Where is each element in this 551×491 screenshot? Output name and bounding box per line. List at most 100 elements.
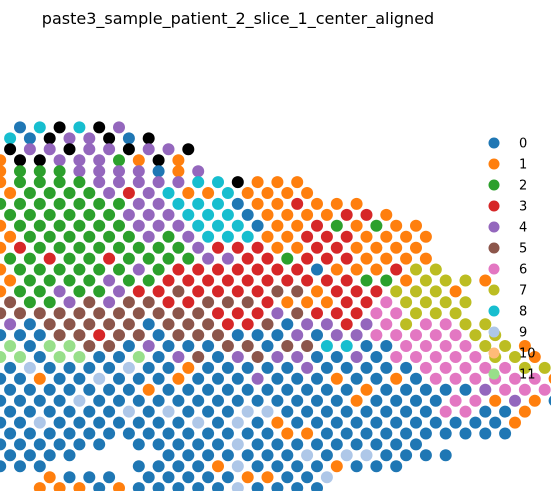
spot-cluster-2: [4, 252, 17, 265]
spot-cluster-2: [93, 285, 106, 298]
spot-cluster-1: [261, 230, 274, 243]
spot-cluster-0: [93, 351, 106, 363]
spot-cluster-1: [380, 230, 393, 243]
spot-cluster-4: [142, 208, 155, 221]
spot-cluster-0: [182, 471, 195, 484]
spot-cluster-0: [410, 372, 422, 385]
spot-cluster-4: [251, 372, 264, 385]
spot-cluster-7: [439, 296, 452, 309]
spot-cluster-0: [459, 383, 472, 396]
spot-cluster-2: [63, 230, 76, 243]
spot-cluster-8: [162, 187, 175, 199]
spot-cluster-0: [182, 405, 195, 418]
legend-label-10: 10: [519, 347, 536, 362]
spot-cluster-3: [320, 274, 333, 287]
spot-cluster-3: [330, 285, 343, 298]
spot-cluster-3: [320, 252, 333, 265]
spot-cluster-4: [142, 143, 155, 156]
spot-cluster-4: [4, 318, 17, 331]
spot-cluster-2: [53, 197, 66, 210]
spot-cluster-6: [469, 394, 482, 407]
spot-cluster-0: [0, 438, 7, 451]
spot-cluster-4: [202, 252, 215, 265]
spot-cluster-8: [73, 121, 86, 134]
spot-cluster-0: [152, 394, 165, 407]
spot-cluster-undefined: [231, 176, 244, 189]
spot-cluster-0: [152, 438, 165, 451]
spot-cluster-2: [152, 263, 165, 276]
spot-cluster-0: [142, 405, 155, 418]
spot-cluster-1: [53, 482, 66, 491]
spot-cluster-7: [410, 307, 422, 320]
spot-cluster-3: [122, 187, 135, 199]
spot-cluster-4: [152, 219, 165, 232]
spot-cluster-0: [142, 318, 155, 331]
spot-cluster-0: [122, 340, 135, 352]
spot-cluster-0: [400, 449, 413, 462]
spot-cluster-3: [172, 263, 185, 276]
spot-cluster-11: [73, 351, 86, 363]
spot-cluster-3: [261, 296, 274, 309]
spot-cluster-8: [202, 230, 215, 243]
spot-cluster-2: [93, 219, 106, 232]
spot-cluster-11: [63, 340, 76, 352]
spot-cluster-0: [23, 449, 36, 462]
spot-cluster-0: [311, 438, 323, 451]
spot-cluster-2: [14, 197, 26, 210]
spot-cluster-2: [83, 230, 96, 243]
spot-cluster-2: [33, 219, 46, 232]
spot-cluster-5: [241, 340, 254, 352]
spot-cluster-1: [113, 482, 125, 491]
spot-cluster-7: [479, 318, 492, 331]
spot-cluster-0: [93, 416, 106, 429]
spot-cluster-0: [182, 427, 195, 440]
spot-cluster-2: [14, 219, 26, 232]
spot-cluster-0: [291, 416, 304, 429]
spot-cluster-0: [320, 405, 333, 418]
spot-cluster-5: [172, 285, 185, 298]
spot-cluster-0: [261, 340, 274, 352]
spot-cluster-8: [212, 176, 224, 189]
spot-cluster-9: [73, 394, 86, 407]
spot-cluster-0: [83, 471, 96, 484]
spot-cluster-5: [172, 329, 185, 342]
spot-cluster-0: [241, 361, 254, 374]
spot-cluster-1: [390, 219, 403, 232]
spot-cluster-0: [251, 329, 264, 342]
spot-cluster-6: [429, 329, 442, 342]
spot-cluster-0: [548, 395, 551, 406]
spot-cluster-0: [142, 471, 155, 484]
spot-cluster-0: [103, 383, 116, 396]
spot-cluster-5: [63, 318, 76, 331]
spot-cluster-2: [53, 219, 66, 232]
spot-cluster-0: [350, 372, 363, 385]
spot-cluster-4: [360, 318, 373, 331]
spot-cluster-0: [172, 460, 185, 473]
spot-cluster-2: [113, 241, 125, 254]
spot-cluster-7: [538, 361, 551, 374]
spot-cluster-0: [0, 372, 7, 385]
spot-cluster-0: [192, 394, 205, 407]
spot-cluster-3: [340, 252, 353, 265]
legend-label-8: 8: [519, 305, 527, 320]
spot-cluster-6: [410, 351, 422, 363]
spot-cluster-6: [390, 307, 403, 320]
spot-cluster-0: [53, 372, 66, 385]
spot-cluster-0: [251, 438, 264, 451]
spot-cluster-5: [132, 329, 145, 342]
legend-marker-0: [488, 137, 500, 149]
spot-cluster-0: [311, 372, 323, 385]
spot-cluster-2: [63, 274, 76, 287]
spot-cluster-6: [419, 361, 432, 374]
spot-cluster-2: [33, 263, 46, 276]
spot-cluster-3: [212, 307, 224, 320]
spot-cluster-0: [479, 427, 492, 440]
spot-cluster-9: [122, 405, 135, 418]
spot-cluster-4: [53, 285, 66, 298]
spot-cluster-0: [162, 427, 175, 440]
spot-cluster-undefined: [103, 132, 116, 145]
spot-cluster-0: [241, 383, 254, 396]
legend-label-4: 4: [519, 221, 527, 236]
spot-cluster-0: [202, 427, 215, 440]
spot-cluster-2: [122, 252, 135, 265]
